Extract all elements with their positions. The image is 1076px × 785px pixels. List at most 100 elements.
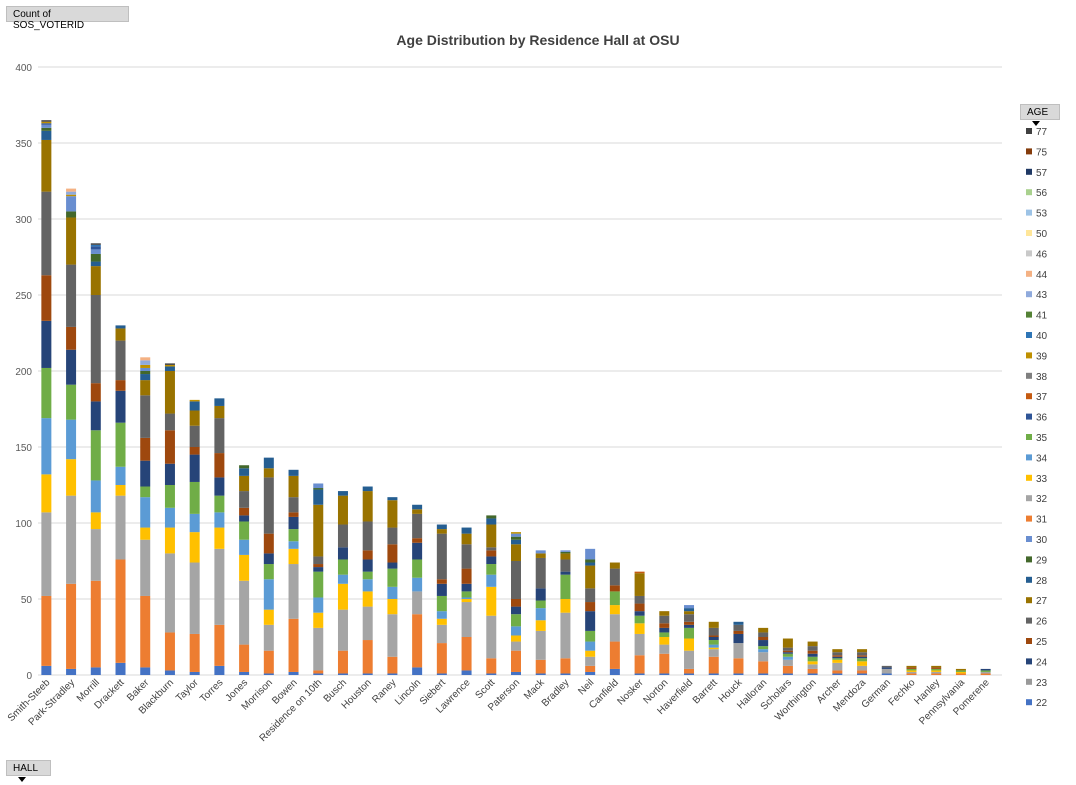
bar-segment (412, 559, 423, 578)
bar-segment (436, 611, 447, 619)
bar-segment (659, 673, 670, 675)
bar-segment (486, 547, 497, 551)
bar-segment (511, 606, 521, 615)
bar-segment (758, 652, 769, 662)
bar-segment (832, 655, 843, 657)
bar-segment (387, 656, 398, 674)
bar-segment (263, 477, 274, 534)
bar-segment (708, 656, 719, 674)
legend-entry: 75 (1036, 147, 1048, 158)
count-field-button[interactable]: Count of SOS_VOTERID (6, 6, 129, 31)
legend-entry: 22 (1036, 698, 1048, 709)
bar-segment (41, 320, 52, 368)
bar-segment (560, 553, 571, 560)
bar-segment (66, 495, 77, 584)
bars (41, 120, 991, 675)
bar-segment (263, 553, 274, 565)
bar-segment (412, 542, 423, 560)
bar-segment (511, 650, 521, 672)
legend-entry: 50 (1036, 229, 1048, 240)
bar-segment (214, 665, 225, 675)
bar-segment (412, 614, 423, 668)
legend-entry: 32 (1036, 494, 1048, 505)
bar-segment (832, 662, 843, 671)
bar-segment (436, 533, 447, 580)
bar-segment (90, 244, 101, 247)
bar-segment (708, 644, 719, 648)
bar-segment (90, 261, 101, 267)
bar-segment (41, 124, 52, 128)
x-tick-label: Neil (576, 677, 596, 697)
bar-segment (164, 364, 175, 367)
bar-segment (634, 595, 645, 604)
legend-swatch (1026, 168, 1032, 175)
bar-segment (164, 507, 175, 528)
bar-segment (140, 364, 151, 368)
legend: 77 75 57 56 53 50 46 44 43 41 40 39 38 37 36 35 34 33 32 31… (1026, 127, 1048, 709)
bar-segment (90, 430, 101, 481)
bar-segment (659, 653, 670, 674)
bar-segment (758, 646, 769, 650)
legend-entry: 35 (1036, 433, 1048, 444)
bar-segment (140, 367, 151, 371)
bar-segment (66, 583, 77, 669)
bar-segment (609, 668, 620, 675)
bar-segment (115, 662, 126, 675)
bar-segment (560, 559, 571, 572)
bar-segment (807, 661, 818, 665)
bar-segment (609, 562, 620, 569)
bar-segment (164, 553, 175, 633)
bar-segment (955, 670, 966, 672)
bar-segment (782, 656, 793, 660)
bar-segment (931, 668, 942, 671)
legend-entry: 56 (1036, 188, 1048, 199)
bar-segment (931, 673, 942, 675)
x-tick-label: Nosker (616, 677, 647, 708)
legend-swatch (1026, 638, 1032, 644)
bar-segment (239, 491, 250, 508)
bar-segment (807, 668, 818, 674)
bar-segment (66, 349, 77, 385)
bar-segment (807, 641, 818, 647)
bar-segment (708, 627, 719, 636)
bar-segment (41, 512, 52, 596)
bar-segment (140, 374, 151, 381)
bar-segment (684, 650, 695, 669)
bar-segment (115, 559, 126, 663)
bar-segment (758, 637, 769, 641)
bar-segment (560, 658, 571, 674)
bar-segment (461, 568, 472, 584)
bar-segment (511, 614, 521, 627)
bar-segment (66, 188, 77, 192)
bar-segment (41, 139, 52, 192)
bar-segment (634, 603, 645, 612)
bar-segment (906, 667, 917, 669)
legend-entry: 31 (1036, 515, 1048, 526)
bar-segment (684, 614, 695, 622)
bar-segment (41, 367, 52, 419)
age-field-button[interactable]: AGE (1020, 104, 1060, 126)
bar-segment (115, 328, 126, 341)
bar-segment (412, 538, 423, 543)
bar-segment (90, 383, 101, 402)
bar-segment (140, 527, 151, 540)
bar-segment (535, 620, 546, 631)
bar-segment (708, 637, 719, 641)
legend-entry: 43 (1036, 290, 1048, 301)
bar-segment (832, 673, 843, 675)
bar-segment (634, 611, 645, 616)
hall-field-button[interactable]: HALL (6, 760, 51, 782)
bar-segment (436, 583, 447, 596)
bar-segment (412, 577, 423, 592)
bar-segment (140, 539, 151, 596)
legend-entry: 53 (1036, 209, 1048, 220)
bar-segment (263, 564, 274, 580)
bar-segment (164, 485, 175, 508)
bar-segment (189, 410, 200, 426)
count-field-label: Count of SOS_VOTERID (13, 9, 85, 31)
bar-segment (337, 495, 348, 525)
bar-segment (362, 550, 373, 560)
bar-segment (115, 325, 126, 329)
y-tick-label: 250 (15, 291, 32, 302)
bar-segment (634, 615, 645, 624)
